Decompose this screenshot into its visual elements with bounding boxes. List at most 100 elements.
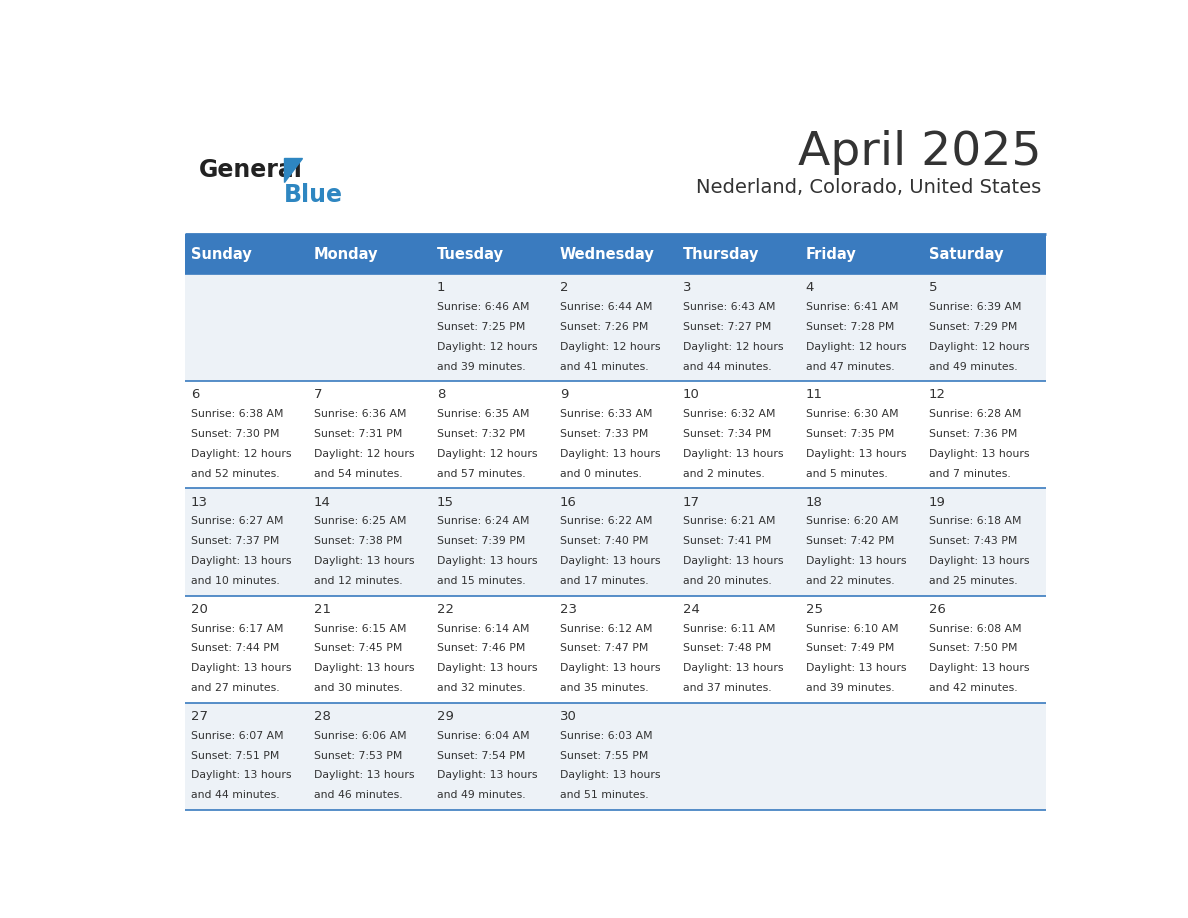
Text: Monday: Monday <box>314 247 378 262</box>
Text: Sunset: 7:54 PM: Sunset: 7:54 PM <box>437 751 525 761</box>
Text: Sunrise: 6:30 AM: Sunrise: 6:30 AM <box>805 409 898 420</box>
Text: and 49 minutes.: and 49 minutes. <box>437 790 525 800</box>
Text: Sunset: 7:26 PM: Sunset: 7:26 PM <box>560 322 649 332</box>
Text: 1: 1 <box>437 281 446 295</box>
Bar <box>185 381 1047 488</box>
Text: Daylight: 13 hours: Daylight: 13 hours <box>805 663 906 673</box>
Text: Sunrise: 6:14 AM: Sunrise: 6:14 AM <box>437 623 530 633</box>
Text: Sunrise: 6:15 AM: Sunrise: 6:15 AM <box>314 623 406 633</box>
Text: Sunset: 7:49 PM: Sunset: 7:49 PM <box>805 644 895 654</box>
Text: Sunset: 7:38 PM: Sunset: 7:38 PM <box>314 536 403 546</box>
Text: Daylight: 13 hours: Daylight: 13 hours <box>560 449 661 459</box>
Text: Sunset: 7:27 PM: Sunset: 7:27 PM <box>683 322 771 332</box>
Text: Sunset: 7:55 PM: Sunset: 7:55 PM <box>560 751 649 761</box>
Text: Sunrise: 6:28 AM: Sunrise: 6:28 AM <box>929 409 1022 420</box>
Text: Sunset: 7:25 PM: Sunset: 7:25 PM <box>437 322 525 332</box>
Text: Sunrise: 6:06 AM: Sunrise: 6:06 AM <box>314 731 406 741</box>
Text: 27: 27 <box>191 710 208 722</box>
Text: 16: 16 <box>560 496 576 509</box>
Text: and 44 minutes.: and 44 minutes. <box>683 362 771 372</box>
Text: Nederland, Colorado, United States: Nederland, Colorado, United States <box>696 178 1042 197</box>
Text: and 47 minutes.: and 47 minutes. <box>805 362 895 372</box>
Text: Sunrise: 6:11 AM: Sunrise: 6:11 AM <box>683 623 776 633</box>
Text: Sunrise: 6:08 AM: Sunrise: 6:08 AM <box>929 623 1022 633</box>
Text: and 25 minutes.: and 25 minutes. <box>929 576 1017 586</box>
Text: Daylight: 13 hours: Daylight: 13 hours <box>191 770 291 780</box>
Text: Sunrise: 6:36 AM: Sunrise: 6:36 AM <box>314 409 406 420</box>
Text: 5: 5 <box>929 281 937 295</box>
Text: Sunset: 7:44 PM: Sunset: 7:44 PM <box>191 644 279 654</box>
Text: Sunset: 7:48 PM: Sunset: 7:48 PM <box>683 644 771 654</box>
Text: 19: 19 <box>929 496 946 509</box>
Text: Daylight: 12 hours: Daylight: 12 hours <box>805 341 906 352</box>
Text: Sunset: 7:39 PM: Sunset: 7:39 PM <box>437 536 525 546</box>
Text: Sunset: 7:37 PM: Sunset: 7:37 PM <box>191 536 279 546</box>
Text: Sunset: 7:41 PM: Sunset: 7:41 PM <box>683 536 771 546</box>
Text: Daylight: 13 hours: Daylight: 13 hours <box>437 556 537 566</box>
Text: and 22 minutes.: and 22 minutes. <box>805 576 895 586</box>
Text: Sunset: 7:46 PM: Sunset: 7:46 PM <box>437 644 525 654</box>
Text: 20: 20 <box>191 603 208 616</box>
Text: 13: 13 <box>191 496 208 509</box>
Text: Daylight: 12 hours: Daylight: 12 hours <box>560 341 661 352</box>
Text: Sunset: 7:33 PM: Sunset: 7:33 PM <box>560 429 649 439</box>
Text: Sunrise: 6:07 AM: Sunrise: 6:07 AM <box>191 731 284 741</box>
Text: Sunrise: 6:32 AM: Sunrise: 6:32 AM <box>683 409 776 420</box>
Text: Sunrise: 6:18 AM: Sunrise: 6:18 AM <box>929 517 1022 526</box>
Text: Daylight: 13 hours: Daylight: 13 hours <box>437 770 537 780</box>
Text: Daylight: 12 hours: Daylight: 12 hours <box>191 449 291 459</box>
Text: Sunrise: 6:22 AM: Sunrise: 6:22 AM <box>560 517 652 526</box>
Text: 29: 29 <box>437 710 454 722</box>
Text: Sunset: 7:53 PM: Sunset: 7:53 PM <box>314 751 403 761</box>
Text: and 35 minutes.: and 35 minutes. <box>560 683 649 693</box>
Text: 21: 21 <box>314 603 330 616</box>
Text: 6: 6 <box>191 388 200 401</box>
Text: Sunrise: 6:25 AM: Sunrise: 6:25 AM <box>314 517 406 526</box>
Text: Sunset: 7:40 PM: Sunset: 7:40 PM <box>560 536 649 546</box>
Text: Sunset: 7:42 PM: Sunset: 7:42 PM <box>805 536 895 546</box>
Text: Daylight: 13 hours: Daylight: 13 hours <box>560 663 661 673</box>
Text: 22: 22 <box>437 603 454 616</box>
Text: and 49 minutes.: and 49 minutes. <box>929 362 1017 372</box>
Text: and 12 minutes.: and 12 minutes. <box>314 576 403 586</box>
Text: Sunrise: 6:10 AM: Sunrise: 6:10 AM <box>805 623 898 633</box>
Text: 3: 3 <box>683 281 691 295</box>
Text: Thursday: Thursday <box>683 247 759 262</box>
Text: 2: 2 <box>560 281 568 295</box>
Text: 11: 11 <box>805 388 823 401</box>
Text: Sunrise: 6:38 AM: Sunrise: 6:38 AM <box>191 409 284 420</box>
Text: Sunrise: 6:46 AM: Sunrise: 6:46 AM <box>437 302 530 312</box>
Text: Sunset: 7:45 PM: Sunset: 7:45 PM <box>314 644 403 654</box>
Text: 23: 23 <box>560 603 577 616</box>
Text: Daylight: 13 hours: Daylight: 13 hours <box>314 770 415 780</box>
Text: and 5 minutes.: and 5 minutes. <box>805 469 887 479</box>
Text: Blue: Blue <box>284 183 343 207</box>
Text: Sunset: 7:30 PM: Sunset: 7:30 PM <box>191 429 279 439</box>
Text: Daylight: 13 hours: Daylight: 13 hours <box>929 663 1029 673</box>
Text: Sunset: 7:28 PM: Sunset: 7:28 PM <box>805 322 895 332</box>
Text: 25: 25 <box>805 603 823 616</box>
Bar <box>185 703 1047 810</box>
Text: Daylight: 13 hours: Daylight: 13 hours <box>314 663 415 673</box>
Text: Sunrise: 6:27 AM: Sunrise: 6:27 AM <box>191 517 284 526</box>
Text: Sunrise: 6:12 AM: Sunrise: 6:12 AM <box>560 623 652 633</box>
Polygon shape <box>284 158 302 183</box>
Text: 8: 8 <box>437 388 446 401</box>
Text: and 51 minutes.: and 51 minutes. <box>560 790 649 800</box>
Text: Daylight: 13 hours: Daylight: 13 hours <box>314 556 415 566</box>
Text: Sunrise: 6:33 AM: Sunrise: 6:33 AM <box>560 409 652 420</box>
Text: Sunrise: 6:21 AM: Sunrise: 6:21 AM <box>683 517 776 526</box>
Text: Daylight: 13 hours: Daylight: 13 hours <box>191 663 291 673</box>
Text: and 7 minutes.: and 7 minutes. <box>929 469 1011 479</box>
Text: Sunrise: 6:44 AM: Sunrise: 6:44 AM <box>560 302 652 312</box>
Text: and 41 minutes.: and 41 minutes. <box>560 362 649 372</box>
Text: Sunset: 7:31 PM: Sunset: 7:31 PM <box>314 429 403 439</box>
Text: 17: 17 <box>683 496 700 509</box>
Text: Sunrise: 6:17 AM: Sunrise: 6:17 AM <box>191 623 284 633</box>
Text: Wednesday: Wednesday <box>560 247 655 262</box>
Bar <box>185 596 1047 703</box>
Text: 12: 12 <box>929 388 946 401</box>
Text: and 15 minutes.: and 15 minutes. <box>437 576 525 586</box>
Text: 4: 4 <box>805 281 814 295</box>
Text: Sunrise: 6:04 AM: Sunrise: 6:04 AM <box>437 731 530 741</box>
